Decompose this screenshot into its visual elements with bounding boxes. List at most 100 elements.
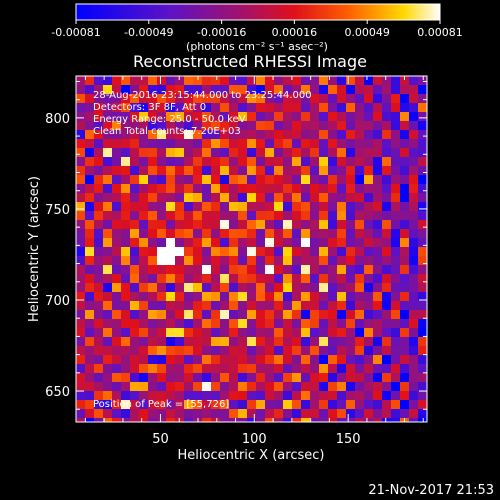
heatmap-cell [355,238,364,247]
heatmap-cell [301,247,310,256]
heatmap-cell [256,220,265,229]
heatmap-cell [166,103,175,112]
heatmap-cell [301,337,310,346]
heatmap-cell [130,301,139,310]
heatmap-cell [382,355,391,364]
heatmap-cell [328,175,337,184]
heatmap-cell [337,175,346,184]
heatmap-cell [256,202,265,211]
heatmap-cell [337,211,346,220]
heatmap-cell [157,373,166,382]
heatmap-cell [301,382,310,391]
heatmap-cell [328,283,337,292]
heatmap-cell [211,310,220,319]
heatmap-cell [355,175,364,184]
heatmap-cell [310,121,319,130]
heatmap-cell [256,274,265,283]
heatmap-cell [292,256,301,265]
heatmap-cell [85,310,94,319]
heatmap-cell [94,418,103,422]
heatmap-cell [310,391,319,400]
heatmap-cell [418,94,427,103]
heatmap-cell [274,292,283,301]
heatmap-cell [175,310,184,319]
heatmap-cell [148,175,157,184]
heatmap-cell [256,130,265,139]
heatmap-cell [94,274,103,283]
heatmap-cell [319,103,328,112]
heatmap-cell [139,184,148,193]
heatmap-cell [166,112,175,121]
heatmap-cell [211,103,220,112]
heatmap-cell [85,328,94,337]
heatmap-cell [400,301,409,310]
heatmap-cell [130,256,139,265]
heatmap-cell [112,121,121,130]
heatmap-cell [121,94,130,103]
heatmap-cell [346,103,355,112]
heatmap-cell [166,274,175,283]
heatmap-cell [220,85,229,94]
heatmap-cell [229,346,238,355]
heatmap-cell [202,94,211,103]
heatmap-cell [256,112,265,121]
heatmap-cell [373,310,382,319]
heatmap-cell [355,193,364,202]
heatmap-cell [211,391,220,400]
heatmap-cell [382,400,391,409]
heatmap-cell [94,265,103,274]
heatmap-cell [85,166,94,175]
heatmap-cell [157,364,166,373]
heatmap-cell [76,319,85,328]
heatmap-cell [418,391,427,400]
heatmap-cell [346,193,355,202]
heatmap-cell [283,94,292,103]
heatmap-cell [229,409,238,418]
heatmap-cell [418,346,427,355]
heatmap-cell [400,391,409,400]
heatmap-cell [265,229,274,238]
heatmap-cell [274,418,283,422]
heatmap-cell [85,265,94,274]
heatmap-cell [346,400,355,409]
heatmap-cell [328,319,337,328]
heatmap-cell [112,337,121,346]
heatmap-cell [292,148,301,157]
heatmap-cell [274,265,283,274]
heatmap-cell [175,283,184,292]
heatmap-cell [229,373,238,382]
heatmap-cell [220,148,229,157]
heatmap-cell [373,175,382,184]
heatmap-cell [121,211,130,220]
heatmap-cell [346,346,355,355]
heatmap-cell [382,85,391,94]
heatmap-cell [346,301,355,310]
heatmap-cell [202,355,211,364]
heatmap-cell [103,157,112,166]
heatmap-cell [103,346,112,355]
heatmap-cell [94,184,103,193]
heatmap-cell [229,166,238,175]
heatmap-cell [148,265,157,274]
heatmap-cell [103,409,112,418]
heatmap-cell [373,193,382,202]
heatmap-cell [166,157,175,166]
heatmap-cell [130,337,139,346]
heatmap-cell [319,112,328,121]
heatmap-cell [373,274,382,283]
heatmap-cell [211,193,220,202]
heatmap-cell [85,202,94,211]
heatmap-cell [274,193,283,202]
heatmap-cell [229,283,238,292]
heatmap-cell [229,292,238,301]
heatmap-cell [211,148,220,157]
heatmap-cell [85,103,94,112]
heatmap-cell [148,409,157,418]
heatmap-cell [364,94,373,103]
heatmap-cell [202,112,211,121]
heatmap-cell [355,337,364,346]
heatmap-cell [319,148,328,157]
heatmap-cell [355,382,364,391]
heatmap-cell [202,229,211,238]
heatmap-cell [157,265,166,274]
